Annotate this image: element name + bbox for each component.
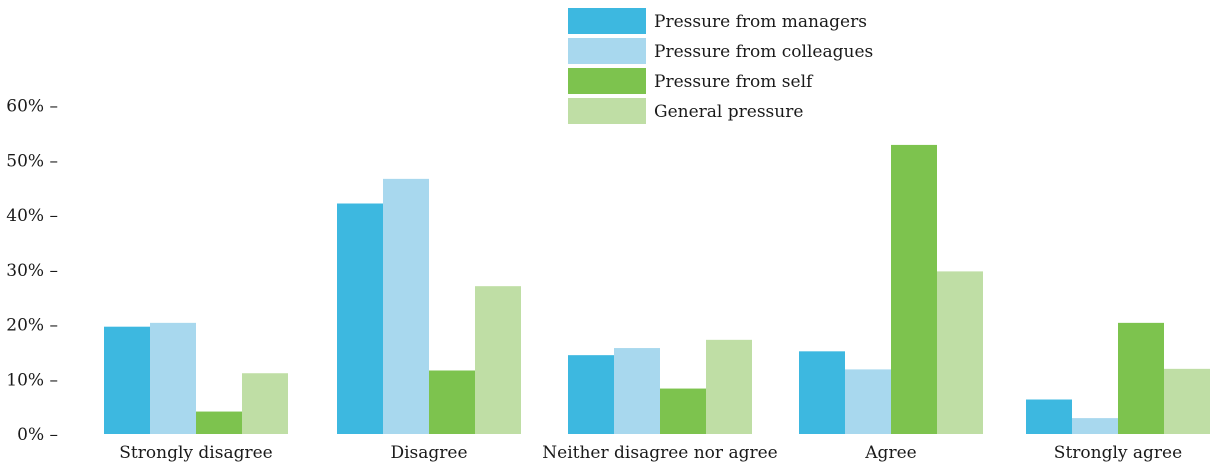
y-tick-label-30: 30% – (6, 261, 58, 281)
bars (104, 144, 1210, 435)
bar-agree-pressure-from-managers (799, 351, 845, 434)
bar-strongly-agree-general-pressure (1164, 368, 1210, 434)
bar-strongly-agree-pressure-from-self (1118, 322, 1164, 434)
x-category-label-strongly-disagree: Strongly disagree (119, 443, 272, 463)
legend-label-pressure-from-managers: Pressure from managers (654, 12, 867, 32)
bar-strongly-agree-pressure-from-colleagues (1072, 418, 1118, 434)
bar-agree-general-pressure (937, 271, 983, 434)
legend-swatch-general-pressure (568, 98, 646, 124)
y-tick-label-60: 60% – (6, 97, 58, 117)
y-tick-label-10: 10% – (6, 370, 58, 390)
legend-swatch-pressure-from-self (568, 68, 646, 94)
legend-label-pressure-from-self: Pressure from self (654, 72, 814, 92)
legend-swatch-pressure-from-colleagues (568, 38, 646, 64)
x-category-label-agree: Agree (864, 443, 916, 463)
legend-swatch-pressure-from-managers (568, 8, 646, 34)
legend-label-general-pressure: General pressure (654, 102, 803, 122)
bar-disagree-pressure-from-self (429, 370, 475, 434)
bar-neither-disagree-nor-agree-general-pressure (706, 339, 752, 434)
legend-label-pressure-from-colleagues: Pressure from colleagues (654, 42, 873, 62)
bar-strongly-disagree-pressure-from-colleagues (150, 322, 196, 434)
bar-strongly-agree-pressure-from-managers (1026, 399, 1072, 434)
bar-neither-disagree-nor-agree-pressure-from-self (660, 388, 706, 434)
bar-strongly-disagree-general-pressure (242, 373, 288, 434)
bar-disagree-general-pressure (475, 286, 521, 434)
x-axis: Strongly disagree Disagree Neither disagre… (119, 443, 1182, 463)
bar-neither-disagree-nor-agree-pressure-from-colleagues (614, 348, 660, 434)
bar-agree-pressure-from-self (891, 144, 937, 435)
bar-agree-pressure-from-colleagues (845, 369, 891, 434)
bar-neither-disagree-nor-agree-pressure-from-managers (568, 355, 614, 434)
y-tick-label-0: 0% – (17, 425, 58, 445)
y-tick-label-20: 20% – (6, 316, 58, 336)
bar-disagree-pressure-from-managers (337, 203, 383, 434)
x-category-label-disagree: Disagree (390, 443, 467, 463)
bar-strongly-disagree-pressure-from-managers (104, 326, 150, 434)
y-tick-label-40: 40% – (6, 206, 58, 226)
y-tick-label-50: 50% – (6, 151, 58, 171)
legend: Pressure from managers Pressure from coll… (568, 8, 873, 124)
x-category-label-neither-disagree-nor-agree: Neither disagree nor agree (542, 443, 777, 463)
y-axis: 0% – 10% – 20% – 30% – 40% – 50% – 60% – (6, 97, 58, 446)
bar-strongly-disagree-pressure-from-self (196, 411, 242, 434)
x-category-label-strongly-agree: Strongly agree (1054, 443, 1182, 463)
bar-disagree-pressure-from-colleagues (383, 178, 429, 434)
